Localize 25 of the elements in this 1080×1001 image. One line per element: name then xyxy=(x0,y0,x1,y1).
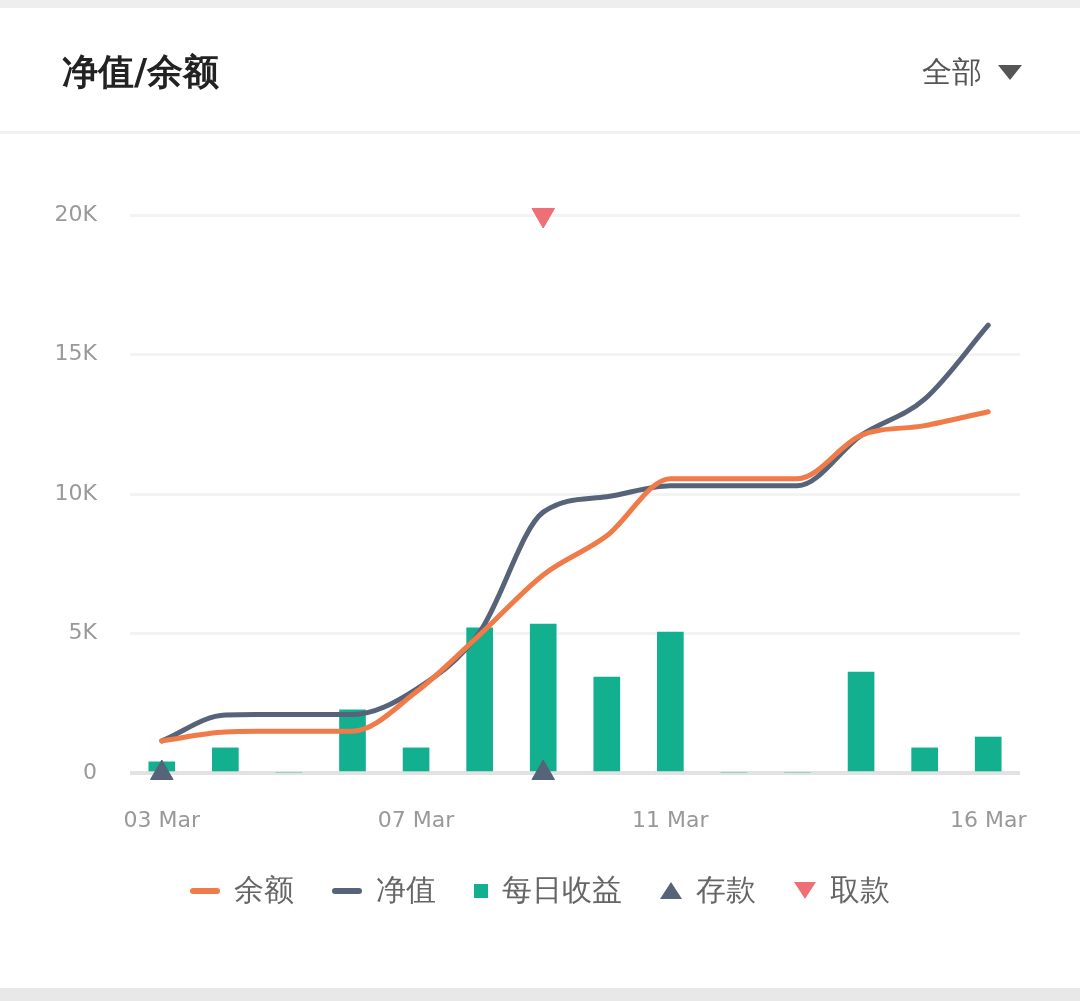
y-tick-label: 10K xyxy=(54,479,98,505)
y-tick-label: 5K xyxy=(68,619,98,645)
bar xyxy=(911,747,938,772)
legend-label: 存款 xyxy=(696,871,756,909)
bar xyxy=(402,747,430,772)
y-tick-label: 0 xyxy=(83,758,97,784)
y-tick-label: 20K xyxy=(54,200,98,226)
chart-title: 净值/余额 xyxy=(62,50,220,94)
x-tick-label: 03 Mar xyxy=(123,806,201,832)
bar xyxy=(593,676,621,772)
x-tick-label: 11 Mar xyxy=(632,806,710,832)
bar xyxy=(466,627,493,772)
text: 全部 xyxy=(922,53,982,91)
bar xyxy=(974,736,1002,772)
legend-label: 每日收益 xyxy=(502,871,622,909)
legend-label: 取款 xyxy=(830,871,890,909)
bar xyxy=(657,631,684,772)
y-tick-label: 15K xyxy=(54,340,98,366)
x-tick-label: 07 Mar xyxy=(377,806,456,832)
bar xyxy=(529,623,557,772)
bar xyxy=(847,671,875,772)
legend-label: 净值 xyxy=(376,871,436,909)
bar xyxy=(212,747,239,772)
x-tick-label: 16 Mar xyxy=(949,806,1028,832)
legend-label: 余额 xyxy=(234,871,294,909)
